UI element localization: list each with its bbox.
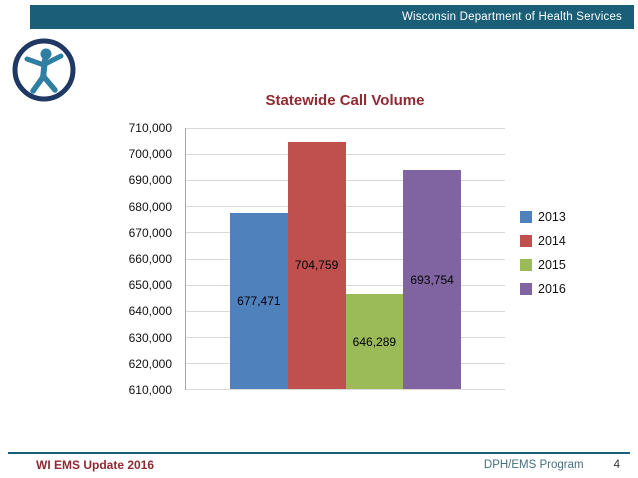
bar-value-label: 693,754	[410, 272, 454, 287]
dhs-person-logo-icon	[12, 38, 76, 102]
footer-rule	[8, 452, 630, 454]
bar-value-label: 677,471	[237, 293, 281, 308]
footer-left-text: WI EMS Update 2016	[36, 458, 155, 472]
y-tick-label: 620,000	[128, 356, 172, 371]
y-tick-label: 650,000	[128, 278, 172, 293]
y-tick-label: 680,000	[128, 199, 172, 214]
chart-title: Statewide Call Volume	[265, 92, 425, 109]
gridline	[186, 258, 505, 260]
legend-swatch	[520, 259, 532, 271]
y-tick-label: 700,000	[128, 147, 172, 162]
bar-2013[interactable]: 677,471	[230, 212, 288, 389]
y-tick-label: 670,000	[128, 225, 172, 240]
legend-item-2013[interactable]: 2013	[520, 210, 566, 224]
dhs-logo-graphic	[12, 38, 76, 102]
bar-group: 677,471 704,759 646,289 693,754	[230, 128, 461, 389]
legend-swatch	[520, 235, 532, 247]
gridline	[186, 284, 505, 286]
bar-value-label: 704,759	[294, 258, 339, 273]
bar-2016[interactable]: 693,754	[403, 170, 461, 389]
gridline	[186, 154, 505, 156]
gridline	[186, 389, 505, 390]
legend-item-2014[interactable]: 2014	[520, 234, 566, 248]
y-tick-label: 710,000	[128, 121, 172, 135]
footer-program-text: DPH/EMS Program	[483, 459, 584, 471]
y-tick-label: 660,000	[128, 252, 172, 266]
gridline	[186, 128, 505, 129]
legend-label: 2013	[538, 210, 566, 224]
legend-item-2016[interactable]: 2016	[520, 282, 566, 296]
gridline	[186, 232, 505, 234]
legend-swatch	[520, 211, 532, 223]
legend-label: 2014	[538, 234, 566, 248]
legend: 2013 2014 2015 2016	[520, 210, 566, 296]
legend-label: 2016	[538, 282, 566, 296]
footer-right: DPH/EMS Program 4	[484, 459, 620, 471]
bar-2015[interactable]: 646,289	[345, 294, 404, 389]
y-tick-label: 630,000	[128, 330, 172, 345]
legend-item-2015[interactable]: 2015	[520, 258, 566, 272]
legend-label: 2015	[538, 258, 566, 272]
bar-2014[interactable]: 704,759	[287, 141, 346, 389]
gridline	[186, 206, 505, 208]
gridline	[186, 180, 505, 182]
y-tick-label: 690,000	[128, 173, 172, 188]
legend-swatch	[520, 283, 532, 295]
plot-area: 677,471 704,759 646,289 693,754	[185, 128, 505, 390]
bar-value-label: 646,289	[352, 334, 397, 349]
page-number: 4	[613, 459, 620, 471]
header-title: Wisconsin Department of Health Services	[402, 11, 622, 23]
header-bar: Wisconsin Department of Health Services	[30, 5, 634, 29]
y-tick-label: 640,000	[128, 304, 172, 319]
y-axis: 710,000 700,000 690,000 680,000 670,000 660,0…	[106, 121, 178, 397]
y-tick-label: 610,000	[128, 383, 172, 397]
